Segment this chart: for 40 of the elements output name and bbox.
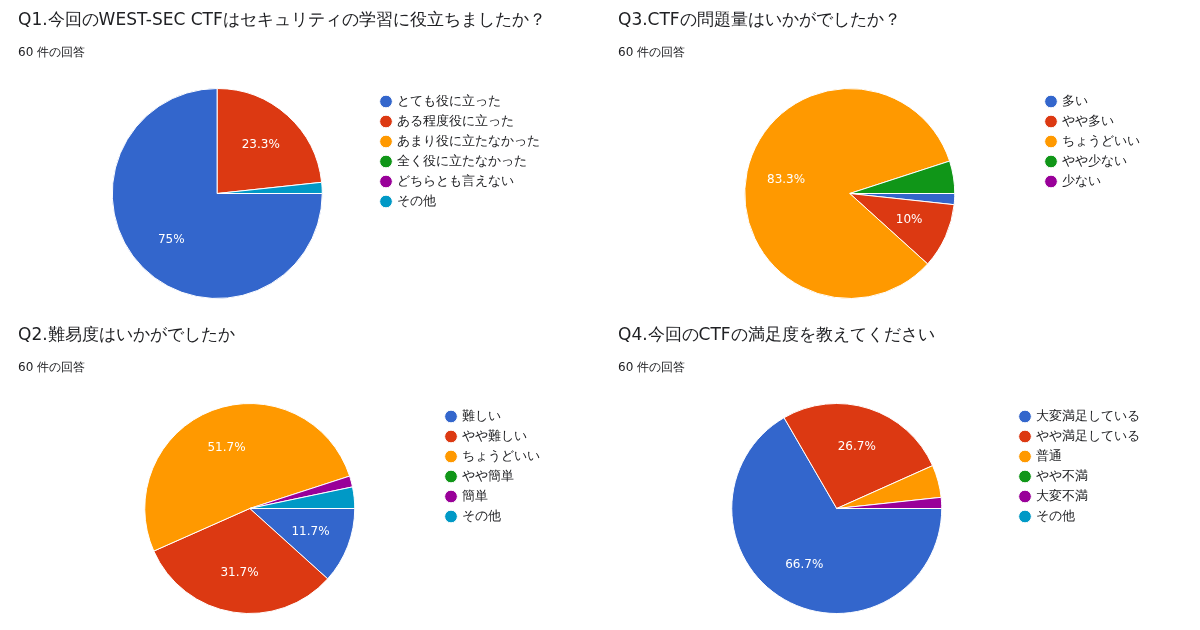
data-label: 31.7% [220, 564, 259, 579]
legend-label: やや簡単 [462, 467, 514, 483]
chart-title: Q4.今回のCTFの満足度を教えてください [618, 323, 935, 346]
legend-label: やや満足している [1036, 427, 1140, 443]
legend-label: 難しい [462, 407, 501, 423]
legend-label: 大変不満 [1036, 487, 1088, 503]
chart-subtitle: 60 件の回答 [18, 359, 86, 376]
legend-label: やや少ない [1062, 152, 1127, 168]
legend-label: その他 [397, 192, 436, 208]
data-label: 26.7% [837, 438, 876, 453]
legend-label: 普通 [1036, 447, 1062, 463]
legend-label: 少ない [1062, 172, 1101, 188]
chart-subtitle: 60 件の回答 [618, 359, 686, 376]
data-label: 11.7% [291, 524, 330, 538]
legend-label: やや多い [1062, 112, 1114, 128]
chart-subtitle: 60 件の回答 [18, 44, 86, 61]
legend-label: とても役に立った [397, 92, 501, 108]
legend-label: やや不満 [1036, 467, 1088, 483]
legend-label: ある程度役に立った [397, 112, 514, 128]
chart-subtitle: 60 件の回答 [618, 44, 686, 61]
data-label: 83.3% [767, 172, 806, 187]
legend-label: やや難しい [462, 427, 527, 443]
data-label: 66.7% [785, 557, 824, 572]
legend-label: ちょうどいい [1062, 132, 1140, 148]
chart-title: Q1.今回のWEST-SEC CTFはセキュリティの学習に役立ちましたか？ [18, 8, 546, 31]
legend-label: 全く役に立たなかった [397, 152, 527, 168]
legend-label: その他 [1036, 507, 1075, 523]
legend-label: どちらとも言えない [397, 172, 514, 188]
data-label: 23.3% [241, 137, 280, 152]
legend-label: 簡単 [462, 487, 488, 503]
legend-label: ちょうどいい [462, 447, 540, 463]
data-label: 75% [157, 231, 185, 246]
legend-label: その他 [462, 507, 501, 523]
legend-label: 大変満足している [1036, 407, 1140, 423]
legend-label: 多い [1062, 92, 1088, 108]
chart-title: Q2.難易度はいかがでしたか [18, 323, 235, 346]
chart-title: Q3.CTFの問題量はいかがでしたか？ [618, 8, 901, 31]
data-label: 51.7% [207, 439, 246, 454]
data-label: 10% [895, 212, 923, 227]
legend-label: あまり役に立たなかった [397, 132, 540, 148]
